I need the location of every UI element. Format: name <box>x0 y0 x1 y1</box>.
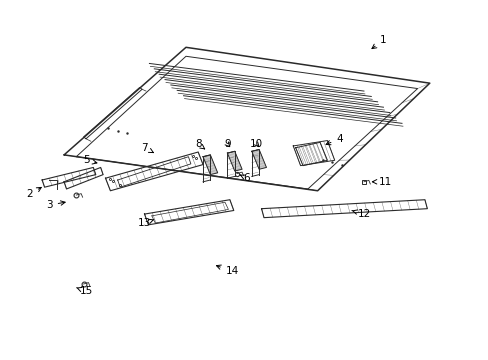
Text: 8: 8 <box>194 139 204 149</box>
Text: 5: 5 <box>82 155 97 165</box>
Text: 4: 4 <box>325 134 342 145</box>
Text: 10: 10 <box>250 139 263 149</box>
Text: 1: 1 <box>371 35 386 49</box>
Text: 12: 12 <box>351 209 370 219</box>
Text: 3: 3 <box>46 200 65 210</box>
Text: 9: 9 <box>224 139 230 149</box>
Text: 13: 13 <box>138 218 154 228</box>
Text: 7: 7 <box>141 143 153 153</box>
Text: 2: 2 <box>26 188 41 199</box>
Text: 15: 15 <box>77 286 92 296</box>
Text: 11: 11 <box>371 177 392 187</box>
Text: 6: 6 <box>240 173 250 183</box>
Text: 14: 14 <box>216 265 239 276</box>
